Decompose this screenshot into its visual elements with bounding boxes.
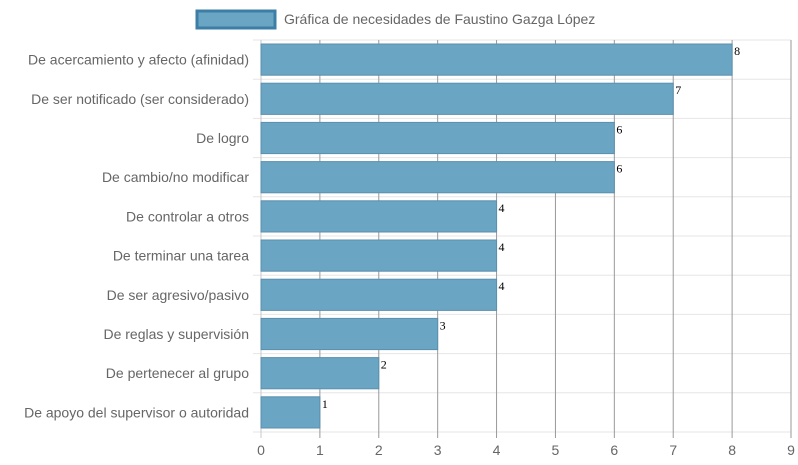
value-label: 3 [440,318,446,332]
category-label: De acercamiento y afecto (afinidad) [28,52,249,68]
x-tick-label: 9 [787,442,795,458]
value-label: 8 [734,44,740,58]
bar[interactable] [260,357,380,390]
x-tick-label: 0 [257,442,265,458]
value-label: 4 [499,240,505,254]
category-label: De ser notificado (ser considerado) [31,91,249,107]
bar[interactable] [260,278,498,311]
bar[interactable] [260,239,498,272]
category-label: De logro [196,130,249,146]
value-label: 6 [616,162,622,176]
value-label: 2 [381,358,387,372]
legend[interactable]: Gráfica de necesidades de Faustino Gazga… [195,9,595,30]
value-label: 1 [322,397,328,411]
x-tick-label: 2 [375,442,383,458]
x-tick-label: 5 [552,442,560,458]
x-tick-label: 1 [316,442,324,458]
value-label: 6 [616,122,622,136]
value-label: 4 [499,201,505,215]
category-label: De apoyo del supervisor o autoridad [24,404,249,420]
bar[interactable] [260,161,615,194]
value-label: 7 [675,83,681,97]
labels-layer: 0 1 2 3 4 5 6 7 8 9 De acercamiento y afecto (afin… [24,44,795,458]
x-tick-label: 4 [493,442,501,458]
category-label: De cambio/no modificar [102,169,249,185]
bar[interactable] [260,317,439,351]
category-label: De pertenecer al grupo [106,365,249,381]
bar[interactable] [260,43,733,76]
category-label: De terminar una tarea [113,248,249,264]
x-tick-label: 7 [669,442,677,458]
bar[interactable] [260,396,321,429]
bar[interactable] [260,82,674,115]
x-tick-label: 3 [434,442,442,458]
bar[interactable] [260,121,615,155]
x-tick-label: 6 [610,442,618,458]
bar[interactable] [260,200,498,233]
category-label: De controlar a otros [126,208,249,224]
category-label: De ser agresivo/pasivo [107,287,250,303]
bars-layer [260,43,733,429]
category-label: De reglas y supervisión [103,326,249,342]
x-tick-label: 8 [728,442,736,458]
legend-swatch [195,9,277,30]
value-label: 4 [499,279,505,293]
legend-label: Gráfica de necesidades de Faustino Gazga… [284,11,595,27]
